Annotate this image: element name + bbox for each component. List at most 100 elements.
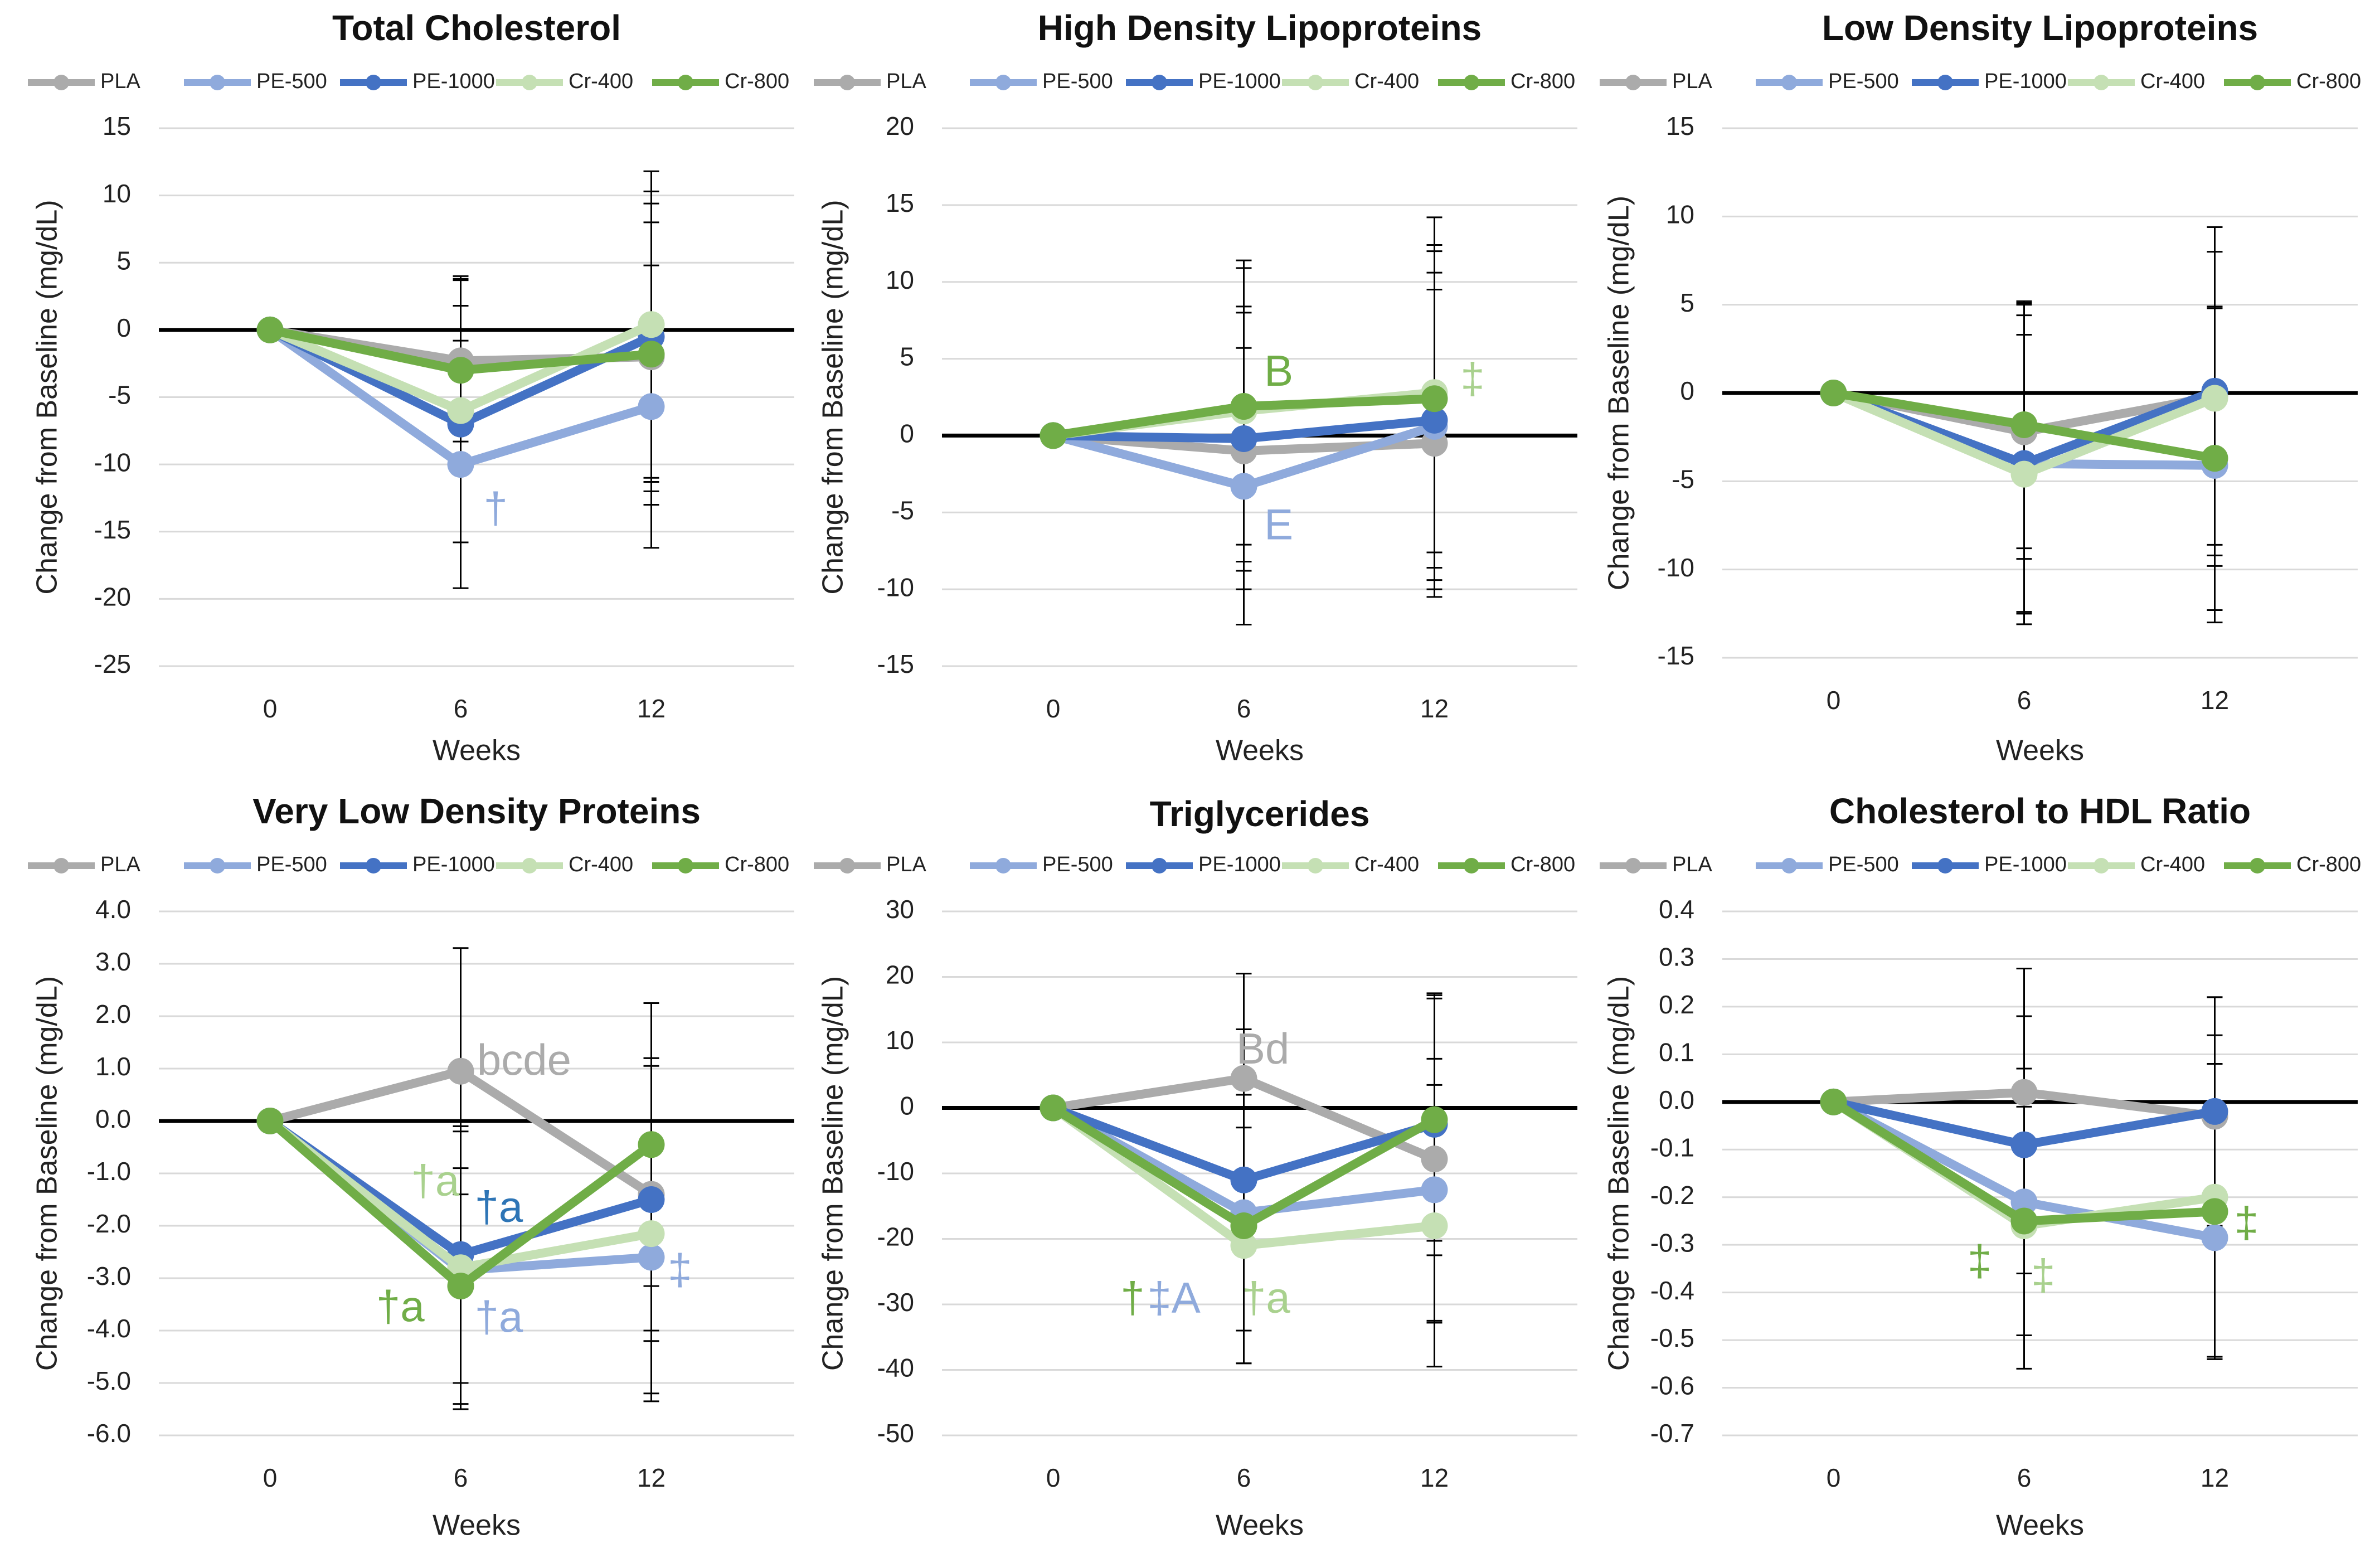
y-axis-label: Change from Baseline (mg/dL)	[817, 200, 849, 594]
y-tick-label: 0	[900, 419, 914, 448]
legend-swatch-marker	[1464, 858, 1479, 873]
legend-swatch-marker	[1308, 858, 1323, 873]
data-point-cr-800	[638, 341, 665, 368]
data-point-pe-1000	[1421, 406, 1448, 434]
data-point-pe-500	[1230, 473, 1257, 500]
y-tick-label: -3.0	[87, 1261, 131, 1290]
y-tick-label: -0.7	[1650, 1419, 1694, 1448]
data-point-cr-800	[1820, 380, 1847, 406]
y-tick-label: -15	[1658, 641, 1694, 670]
data-point-cr-400	[1230, 1232, 1257, 1259]
y-tick-label: -10	[877, 572, 914, 601]
y-tick-label: 10	[886, 1026, 914, 1055]
legend-label: Cr-800	[1510, 853, 1575, 876]
y-tick-label: 0.3	[1659, 943, 1694, 972]
chart-panel-2: High Density Lipoproteins PLA PE-500 PE-100…	[814, 8, 1577, 767]
significance-annotation: †	[484, 483, 508, 532]
y-axis-label: Change from Baseline (mg/dL)	[31, 200, 64, 594]
legend-label: Cr-400	[569, 853, 633, 876]
legend-label: Cr-400	[2140, 70, 2205, 93]
data-point-cr-800	[2201, 445, 2228, 472]
x-tick-label: 12	[637, 694, 666, 723]
y-tick-label: 20	[886, 111, 914, 140]
x-tick-label: 0	[1827, 686, 1841, 715]
legend-swatch-marker	[522, 75, 537, 90]
x-tick-label: 6	[1237, 694, 1251, 723]
data-point-cr-800	[1421, 385, 1448, 412]
legend-label: PE-500	[1828, 853, 1899, 876]
legend-label: PLA	[100, 70, 140, 93]
significance-annotation: B	[1264, 346, 1293, 395]
legend-label: PLA	[1672, 853, 1712, 876]
y-tick-label: 2.0	[95, 999, 131, 1028]
y-tick-label: -5	[1672, 464, 1694, 493]
y-tick-label: -20	[94, 583, 131, 612]
legend-swatch-marker	[1937, 858, 1953, 873]
y-tick-label: 0.0	[1659, 1085, 1694, 1114]
y-tick-label: 15	[886, 188, 914, 217]
y-tick-label: -5	[108, 381, 131, 410]
chart-title: Very Low Density Proteins	[252, 791, 701, 831]
legend-label: Cr-800	[725, 853, 789, 876]
data-point-pe-1000	[1230, 1166, 1257, 1193]
legend-label: PE-500	[256, 853, 327, 876]
legend-label: Cr-800	[2296, 853, 2361, 876]
significance-annotation: ‡	[668, 1245, 692, 1294]
y-tick-label: -10	[94, 448, 131, 477]
x-tick-label: 6	[1237, 1463, 1251, 1492]
y-tick-label: 0.1	[1659, 1038, 1694, 1067]
legend-swatch-marker	[210, 75, 225, 90]
y-tick-label: 3.0	[95, 947, 131, 976]
legend-label: PE-500	[1042, 853, 1113, 876]
x-tick-label: 12	[2201, 686, 2229, 715]
x-axis-label: Weeks	[1216, 735, 1304, 767]
chart-title: Low Density Lipoproteins	[1822, 8, 2258, 48]
data-point-pla	[447, 1057, 474, 1085]
legend-swatch-marker	[678, 858, 693, 873]
significance-annotation: bcde	[477, 1035, 571, 1084]
legend-label: PE-500	[256, 70, 327, 93]
significance-annotation: Bd	[1236, 1024, 1289, 1073]
x-tick-label: 0	[263, 1463, 278, 1492]
chart-panel-5: Triglycerides PLA PE-500 PE-1000 Cr-400 Cr-80…	[814, 794, 1577, 1542]
legend-label: PE-1000	[412, 853, 495, 876]
x-tick-label: 6	[454, 1463, 468, 1492]
legend-swatch-marker	[366, 858, 381, 873]
x-axis-label: Weeks	[1996, 735, 2084, 767]
legend-label: PE-1000	[412, 70, 495, 93]
y-tick-label: 10	[1666, 200, 1694, 229]
significance-annotation: ‡	[1968, 1236, 1992, 1285]
y-axis-label: Change from Baseline (mg/dL)	[31, 976, 64, 1371]
data-point-pe-500	[2201, 1224, 2228, 1251]
significance-annotation: ‡A	[1147, 1273, 1200, 1322]
significance-annotation: ‡	[1460, 354, 1484, 403]
y-tick-label: -10	[877, 1157, 914, 1186]
x-tick-label: 12	[1420, 1463, 1449, 1492]
legend-label: Cr-400	[1354, 70, 1419, 93]
data-point-cr-800	[2010, 1207, 2038, 1235]
legend-label: Cr-400	[1354, 853, 1419, 876]
x-axis-label: Weeks	[1996, 1510, 2084, 1542]
y-tick-label: -0.4	[1650, 1276, 1694, 1305]
y-tick-label: -4.0	[87, 1314, 131, 1343]
legend-swatch-marker	[995, 858, 1011, 873]
chart-panel-4: Very Low Density Proteins PLA PE-500 PE-100…	[28, 791, 794, 1542]
legend-label: PE-1000	[1984, 70, 2067, 93]
x-tick-label: 12	[2201, 1463, 2229, 1492]
x-tick-label: 0	[263, 694, 278, 723]
data-point-cr-400	[447, 397, 474, 424]
data-point-cr-800	[1040, 1094, 1067, 1122]
y-tick-label: -15	[94, 515, 131, 544]
legend-swatch-marker	[54, 75, 69, 90]
legend-label: Cr-800	[2296, 70, 2361, 93]
y-tick-label: 0.2	[1659, 990, 1694, 1019]
y-tick-label: 30	[886, 895, 914, 924]
chart-title: High Density Lipoproteins	[1038, 8, 1482, 48]
legend-swatch-marker	[839, 858, 855, 873]
legend-swatch-marker	[1152, 858, 1167, 873]
x-tick-label: 12	[637, 1463, 666, 1492]
chart-title: Cholesterol to HDL Ratio	[1829, 791, 2251, 831]
legend-label: PE-1000	[1198, 70, 1281, 93]
legend-label: PLA	[886, 853, 926, 876]
